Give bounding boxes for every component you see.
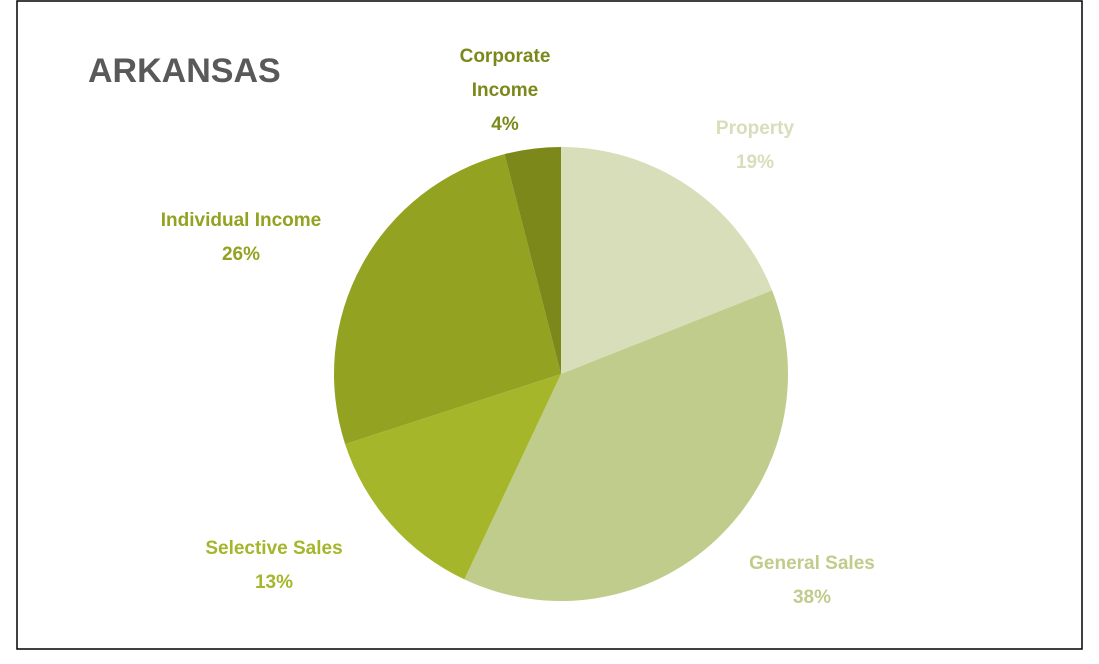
value-label: 38%: [792, 587, 832, 608]
value-label: 19%: [735, 152, 775, 173]
value-label: 13%: [254, 572, 294, 593]
category-label: Individual Income: [160, 210, 322, 231]
slice-label: Corporate Income 4%: [440, 40, 570, 142]
pie-slice: [561, 147, 773, 374]
value-label: 4%: [491, 114, 519, 135]
slice-label: General Sales 38%: [702, 547, 922, 615]
slice-label: Property 19%: [655, 112, 855, 180]
pie-slice: [345, 374, 561, 580]
frame: [16, 0, 1083, 650]
category-label: Selective Sales: [205, 538, 343, 559]
pie-slice: [464, 290, 788, 601]
pie-slice: [504, 147, 561, 374]
slice-label: Individual Income 26%: [121, 204, 361, 272]
slice-label: Selective Sales 13%: [164, 532, 384, 600]
chart-title: ARKANSAS: [88, 52, 281, 90]
pie-slice: [334, 154, 561, 445]
category-label: General Sales: [749, 553, 875, 574]
category-label: Corporate Income: [459, 46, 551, 101]
category-label: Property: [715, 118, 795, 139]
value-label: 26%: [221, 244, 261, 265]
